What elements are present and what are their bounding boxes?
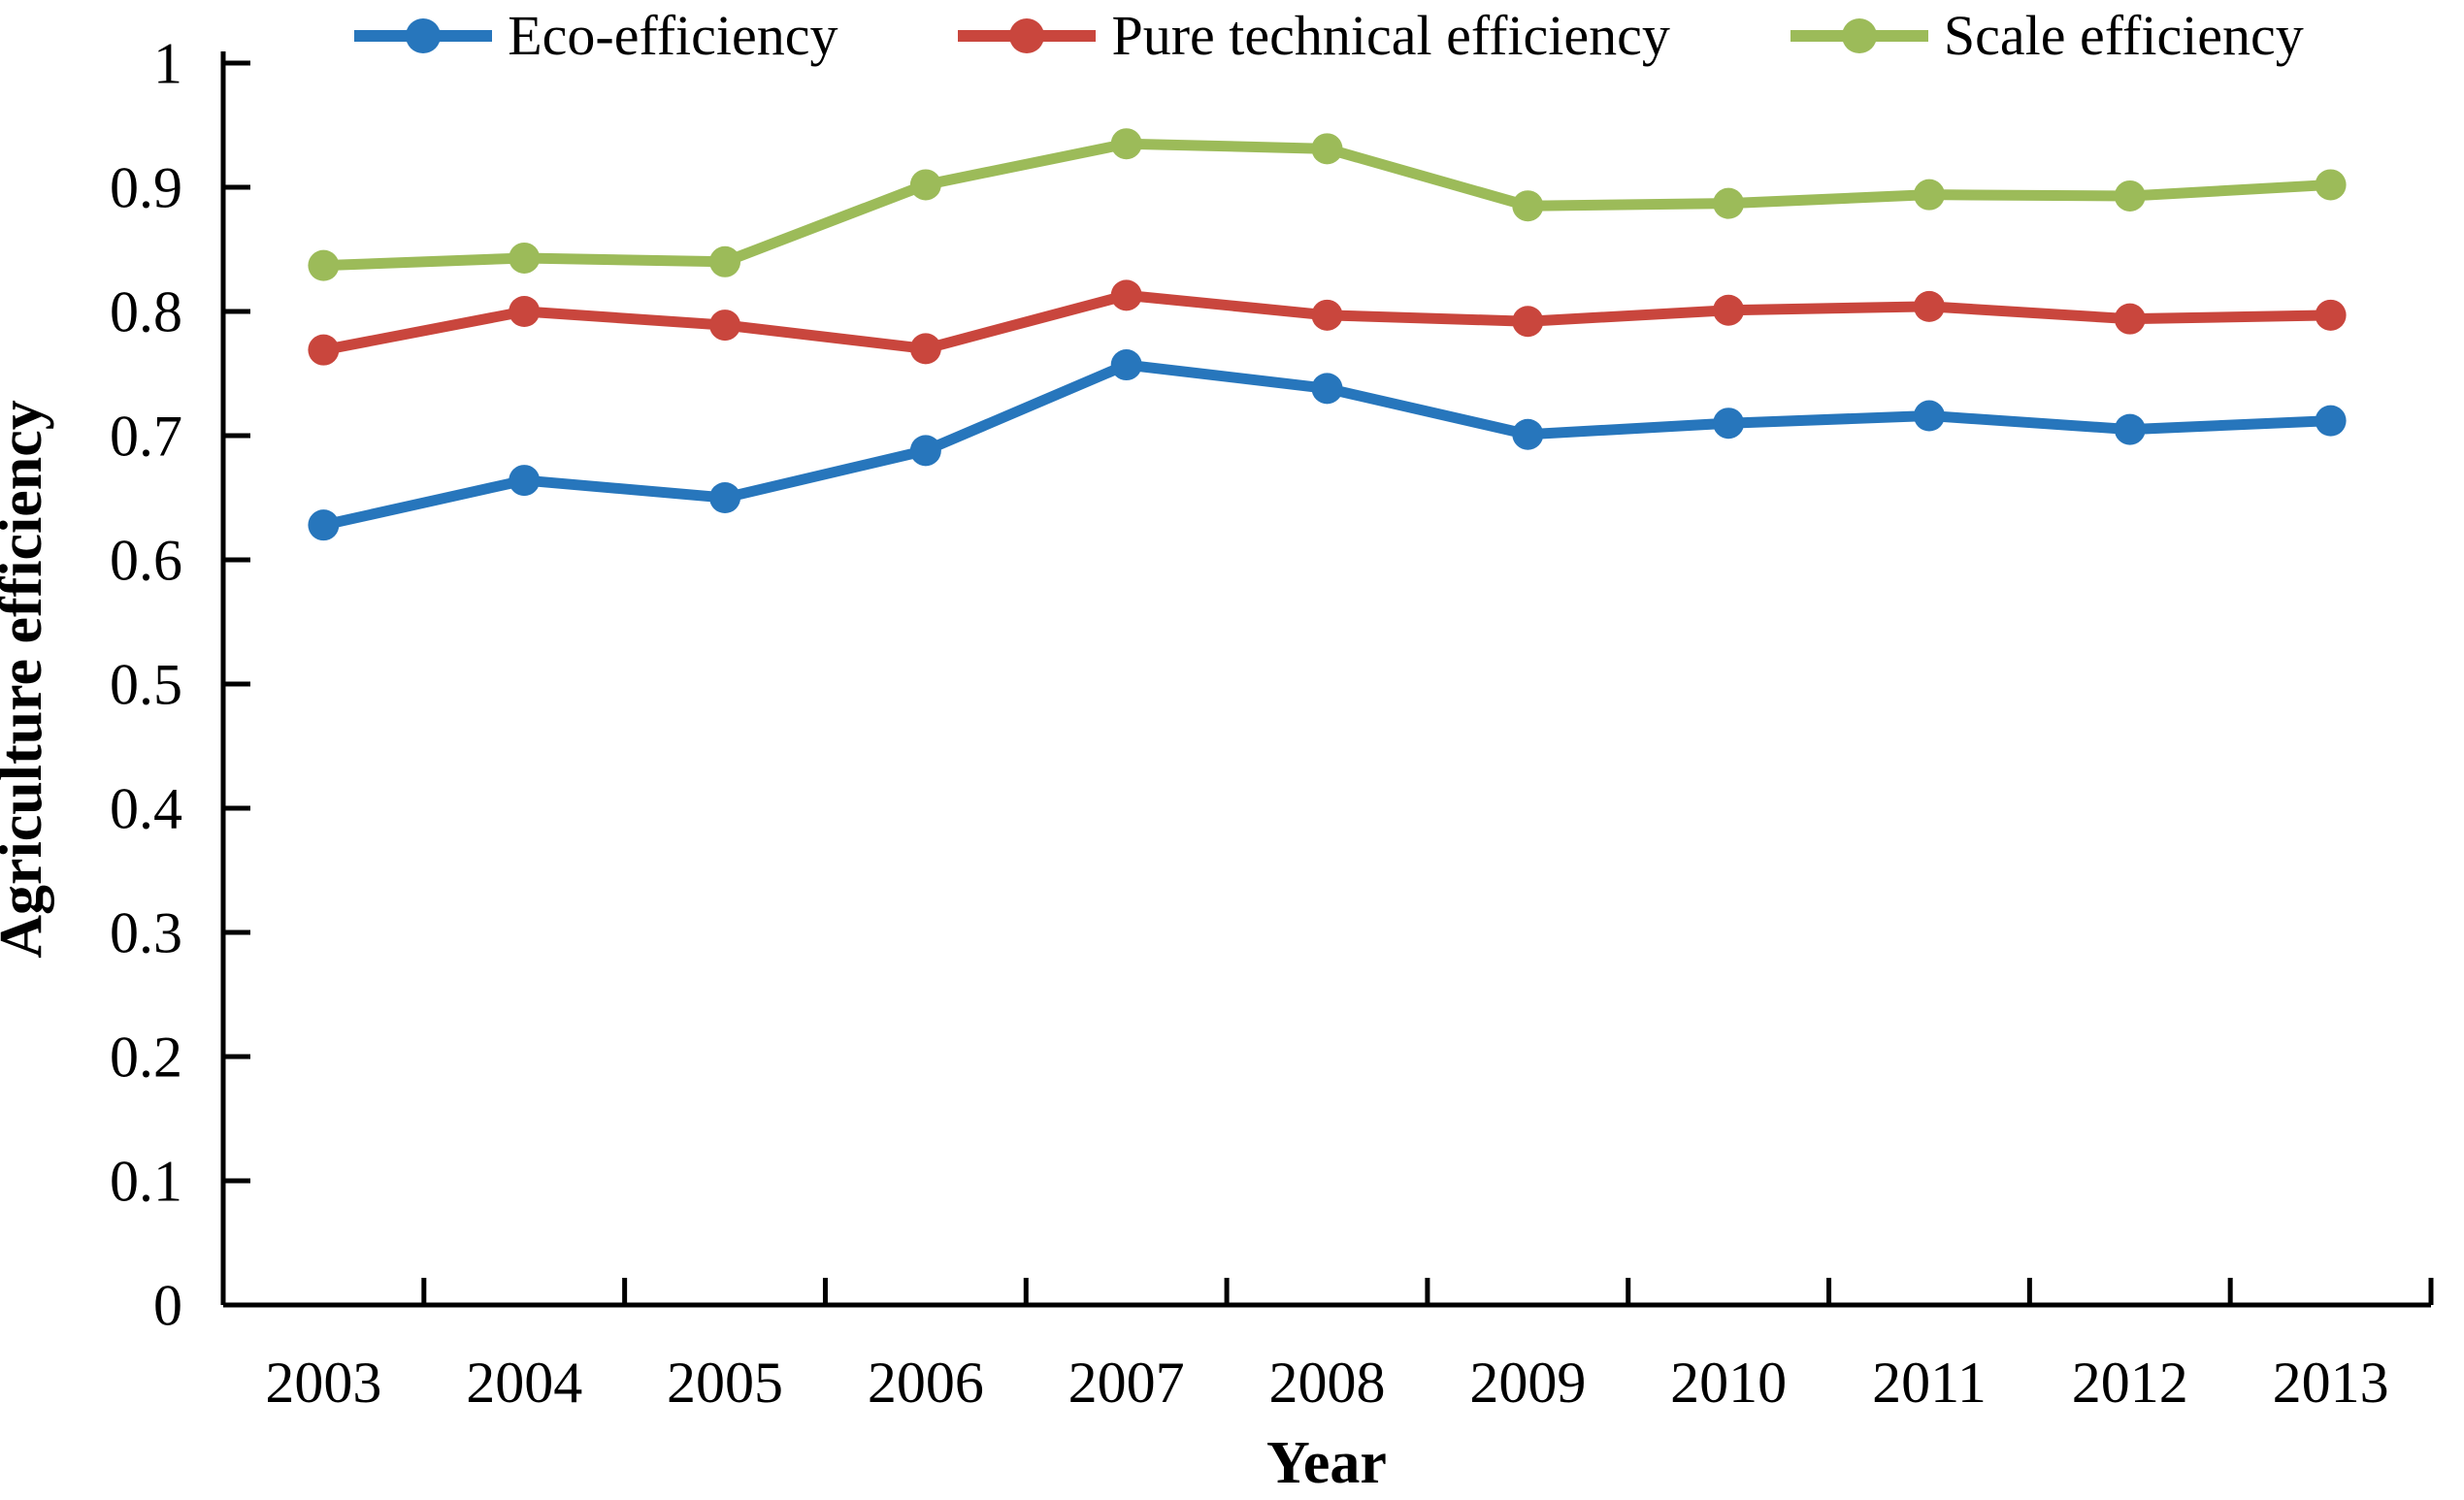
series-point xyxy=(308,509,340,541)
series-point xyxy=(1713,408,1745,440)
y-tick-label: 0.1 xyxy=(110,1149,182,1213)
series-point xyxy=(909,169,941,201)
axes-group: 0 0.1 0.2 0.3 0.4 0.5 0.6 0.7 0.8 0.9 1 2003 2004 200… xyxy=(110,31,2434,1415)
series-point xyxy=(909,435,941,467)
x-tick-label: 2009 xyxy=(1469,1351,1586,1415)
y-axis-title: Agriculture efficiency xyxy=(0,400,54,959)
series-point xyxy=(308,249,340,281)
series-point xyxy=(509,242,541,274)
y-tick-label: 0.9 xyxy=(110,155,182,219)
series-point xyxy=(709,482,741,513)
x-axis-title: Year xyxy=(1266,1430,1387,1496)
series-point xyxy=(1110,349,1142,381)
x-tick-label: 2011 xyxy=(1872,1351,1987,1415)
series-point xyxy=(308,334,340,366)
legend-label: Scale efficiency xyxy=(1943,4,2304,67)
series-point xyxy=(2315,405,2347,437)
series-point xyxy=(1311,373,1343,405)
series-point xyxy=(509,296,541,327)
y-tick-label: 0.3 xyxy=(110,900,182,964)
legend-item-scale-efficiency: Scale efficiency xyxy=(1787,2,2304,70)
series-point xyxy=(1311,299,1343,331)
x-tick-label: 2007 xyxy=(1068,1351,1185,1415)
series-point xyxy=(709,245,741,277)
x-tick-label: 2005 xyxy=(667,1351,783,1415)
series-point xyxy=(1110,128,1142,160)
x-tick-label: 2012 xyxy=(2072,1351,2188,1415)
y-tick-label: 1 xyxy=(153,31,182,95)
series-point xyxy=(1713,187,1745,219)
x-tick-label: 2003 xyxy=(265,1351,381,1415)
series-point xyxy=(1913,290,1945,322)
series-point xyxy=(509,465,541,497)
series-group xyxy=(308,128,2347,541)
y-tick-label: 0.2 xyxy=(110,1025,182,1089)
series-point xyxy=(1913,400,1945,432)
y-tick-label: 0 xyxy=(153,1273,182,1337)
legend-item-pure-technical-efficiency: Pure technical efficiency xyxy=(954,2,1670,70)
line-marker-icon xyxy=(1787,2,1932,70)
y-tick-label: 0.6 xyxy=(110,528,182,592)
legend-label: Eco-efficiency xyxy=(508,4,838,67)
y-tick-label: 0.4 xyxy=(110,776,182,840)
series-point xyxy=(1512,306,1544,338)
series-point xyxy=(709,310,741,342)
series-point xyxy=(1913,179,1945,211)
line-marker-icon xyxy=(350,2,496,70)
series-point xyxy=(2315,299,2347,331)
line-marker-icon xyxy=(954,2,1100,70)
x-tick-label: 2010 xyxy=(1670,1351,1787,1415)
series-point xyxy=(1512,190,1544,222)
series-point xyxy=(1512,418,1544,450)
x-tick-label: 2013 xyxy=(2273,1351,2389,1415)
legend: Eco-efficiency Pure technical efficiency… xyxy=(223,2,2431,70)
series-point xyxy=(2114,179,2146,212)
series-point xyxy=(2114,303,2146,335)
y-tick-label: 0.7 xyxy=(110,404,182,468)
series-point xyxy=(2114,413,2146,445)
x-tick-label: 2006 xyxy=(868,1351,984,1415)
series-point xyxy=(2315,169,2347,201)
series-point xyxy=(1713,294,1745,326)
legend-label: Pure technical efficiency xyxy=(1111,4,1670,67)
series-point xyxy=(909,333,941,365)
series-point xyxy=(1110,279,1142,311)
y-tick-label: 0.5 xyxy=(110,652,182,716)
legend-item-eco-efficiency: Eco-efficiency xyxy=(350,2,838,70)
x-tick-label: 2008 xyxy=(1269,1351,1386,1415)
x-tick-label: 2004 xyxy=(466,1351,582,1415)
y-tick-label: 0.8 xyxy=(110,279,182,343)
series-point xyxy=(1311,133,1343,165)
